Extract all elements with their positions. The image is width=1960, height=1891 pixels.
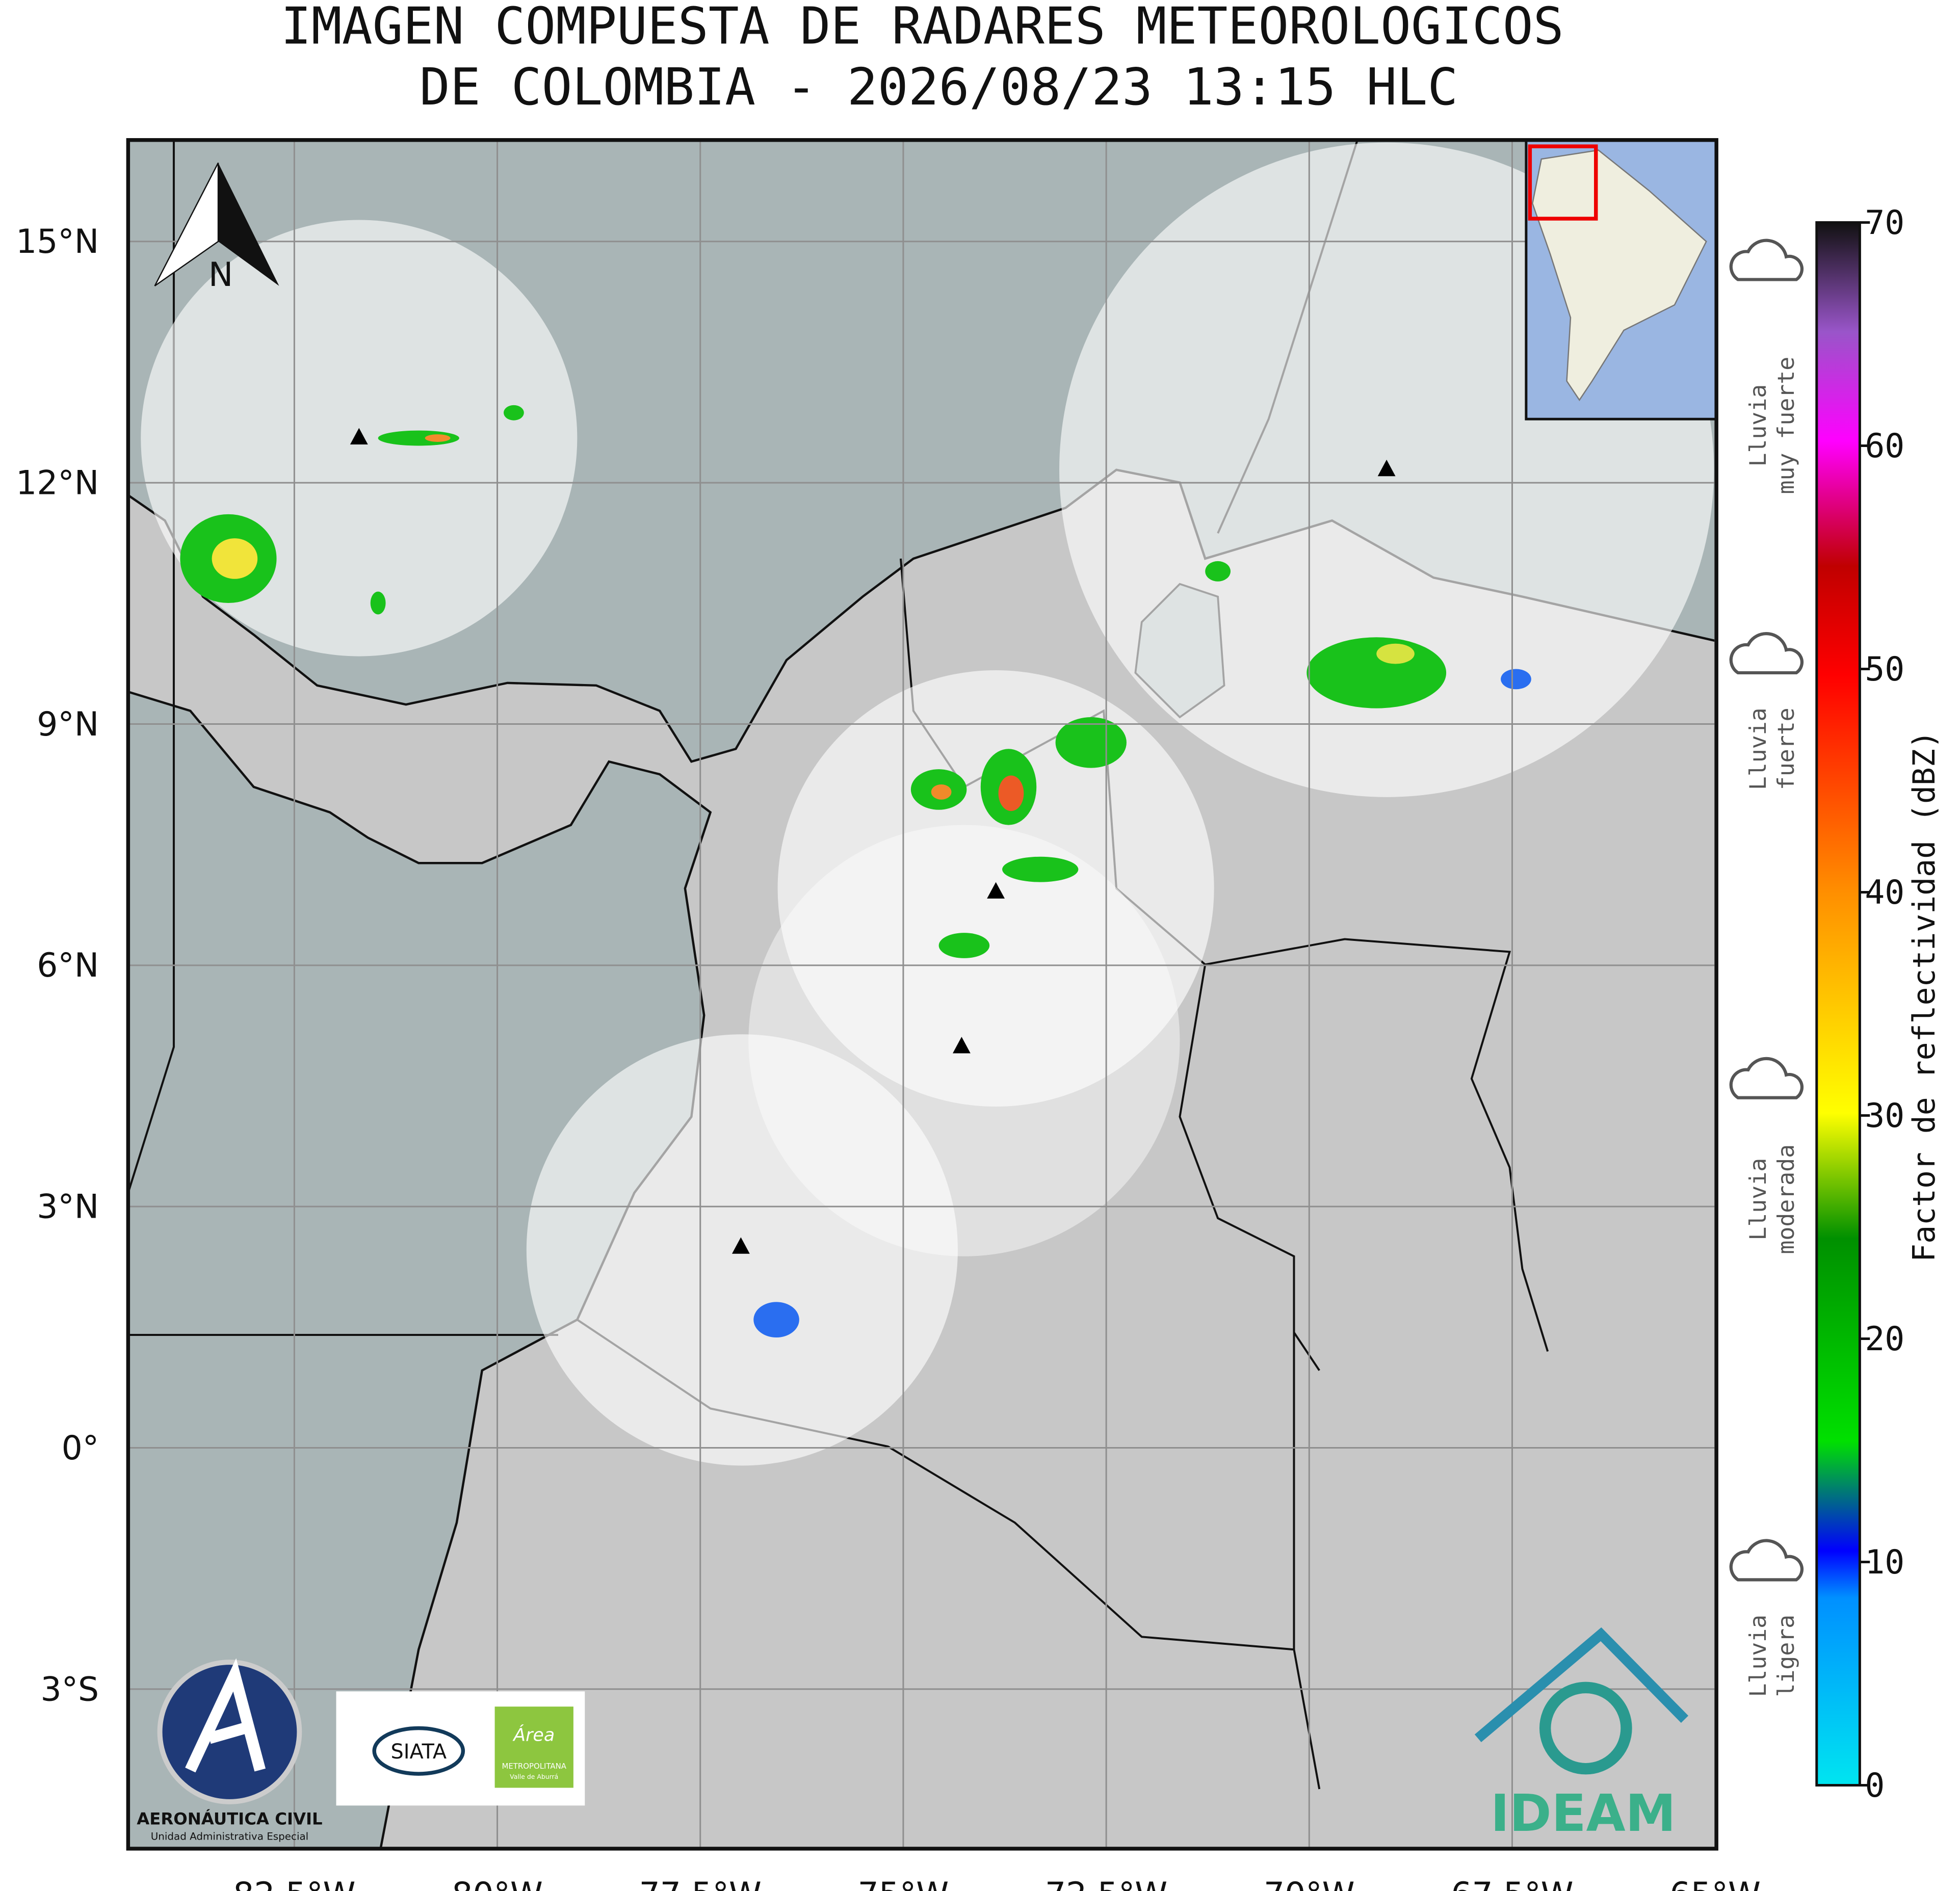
rain-level-label: Lluvia bbox=[1744, 384, 1771, 467]
logo-text: AERONÁUTICA CIVIL bbox=[137, 1809, 322, 1829]
rain-icon bbox=[1729, 1539, 1804, 1582]
lon-label: 77.5°W bbox=[639, 1876, 762, 1891]
lon-label: 70°W bbox=[1264, 1876, 1355, 1891]
axis-labels: 82.5°W 80°W 77.5°W 75°W 72.5°W 70°W 67.5°W 65°W… bbox=[16, 223, 1761, 1891]
logo-text: Área bbox=[512, 1724, 555, 1745]
lon-label: 65°W bbox=[1669, 1876, 1761, 1891]
echoes bbox=[180, 405, 1531, 1337]
logo-text: Valle de Aburrá bbox=[510, 1773, 558, 1780]
lat-label: 3°N bbox=[37, 1188, 99, 1226]
logos: AERONÁUTICA CIVIL Unidad Administrativa … bbox=[137, 1627, 1689, 1843]
colorbar-tick-label: 60 bbox=[1865, 427, 1904, 465]
lat-label: 0° bbox=[62, 1429, 99, 1467]
rain-icon bbox=[1729, 239, 1804, 281]
logo-text: Unidad Administrativa Especial bbox=[151, 1831, 308, 1843]
lon-label: 82.5°W bbox=[233, 1876, 355, 1891]
lat-label: 12°N bbox=[16, 464, 99, 503]
logo-text: METROPOLITANA bbox=[502, 1762, 566, 1771]
rain-level-label: ligera bbox=[1772, 1615, 1799, 1697]
colorbar bbox=[1815, 221, 1861, 1787]
rain-level-label: Lluvia bbox=[1744, 707, 1771, 790]
lon-label: 80°W bbox=[452, 1876, 543, 1891]
lon-label: 75°W bbox=[858, 1876, 949, 1891]
logo-text: IDEAM bbox=[1491, 1784, 1676, 1843]
colorbar-tick-label: 20 bbox=[1865, 1320, 1904, 1358]
north-label: N bbox=[208, 256, 233, 294]
colorbar-label: Factor de reflectividad (dBZ) bbox=[1907, 730, 1942, 1262]
lat-label: 3°S bbox=[41, 1670, 99, 1709]
rain-level-label: muy fuerte bbox=[1772, 357, 1799, 494]
radar-sites bbox=[350, 428, 1396, 1254]
rain-level-label: moderada bbox=[1772, 1144, 1799, 1254]
rain-level-label: Lluvia bbox=[1744, 1158, 1771, 1241]
colorbar-tick-label: 50 bbox=[1865, 650, 1904, 689]
rain-level-label: Lluvia bbox=[1744, 1615, 1771, 1697]
colorbar-ticks: 0 10 20 30 40 50 60 70 bbox=[1860, 204, 1904, 1805]
inset-map bbox=[1525, 140, 1717, 421]
colorbar-tick-label: 10 bbox=[1865, 1543, 1904, 1582]
map-area: N AERONÁUTICA CIVIL Unidad Administrativ… bbox=[128, 140, 1717, 1849]
logo-text: SIATA bbox=[390, 1740, 447, 1764]
rain-icon bbox=[1729, 1057, 1804, 1099]
rain-level-label: fuerte bbox=[1772, 707, 1799, 790]
lat-label: 9°N bbox=[37, 705, 99, 744]
lat-label: 15°N bbox=[16, 223, 99, 261]
map-frame bbox=[126, 138, 1718, 1851]
colorbar-tick-label: 40 bbox=[1865, 874, 1904, 912]
title-line: DE COLOMBIA - 2026/08/23 13:15 HLC bbox=[420, 58, 1458, 117]
colorbar-tick-label: 30 bbox=[1865, 1097, 1904, 1135]
lat-label: 6°N bbox=[37, 947, 99, 985]
colorbar-tick-label: 70 bbox=[1865, 204, 1904, 242]
title-line: IMAGEN COMPUESTA DE RADARES METEOROLOGIC… bbox=[281, 0, 1564, 56]
colorbar-tick-label: 0 bbox=[1865, 1767, 1885, 1805]
lon-label: 67.5°W bbox=[1451, 1876, 1573, 1891]
rain-icon bbox=[1729, 632, 1804, 675]
lon-label: 72.5°W bbox=[1045, 1876, 1167, 1891]
